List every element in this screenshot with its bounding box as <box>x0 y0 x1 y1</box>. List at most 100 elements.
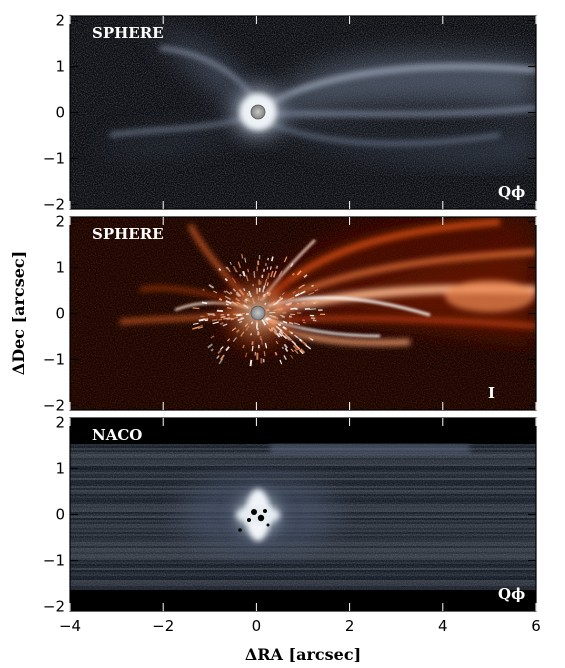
speckle <box>281 315 286 318</box>
speckle <box>290 331 294 335</box>
speckle <box>305 344 312 350</box>
speckle <box>246 292 250 297</box>
speckle <box>274 351 278 356</box>
speckle <box>201 301 208 305</box>
speckle <box>248 290 252 298</box>
panel-naco-qphi <box>70 418 536 611</box>
speckle <box>266 266 269 270</box>
speckle <box>231 301 239 306</box>
speckle <box>275 265 279 270</box>
speckle <box>237 317 245 322</box>
speckle <box>243 304 249 308</box>
speckle <box>295 345 301 350</box>
speckle <box>224 295 231 301</box>
speckle <box>270 326 274 331</box>
speckle <box>232 265 238 273</box>
speckle <box>299 350 304 355</box>
speckle <box>284 335 291 341</box>
speckle <box>247 268 249 273</box>
speckle <box>236 301 241 305</box>
speckle <box>210 348 214 352</box>
speckle <box>260 338 263 345</box>
speckle <box>303 321 306 324</box>
speckle <box>285 301 293 306</box>
panel-3-label: NACO <box>92 426 142 444</box>
speckle <box>293 322 300 326</box>
speckle <box>220 346 224 350</box>
speckle <box>229 261 232 265</box>
x-tick-label: 4 <box>438 617 448 635</box>
speckle <box>272 327 278 333</box>
speckle <box>225 290 231 295</box>
speckle <box>311 284 315 288</box>
speckle <box>270 270 274 278</box>
speckle <box>213 290 218 294</box>
speckle <box>270 256 274 262</box>
speckle <box>264 278 268 286</box>
speckle <box>210 335 215 339</box>
speckle <box>277 307 283 310</box>
speckle <box>265 308 270 312</box>
y-tick-label: 1 <box>55 460 65 478</box>
speckle <box>245 275 249 282</box>
speckle <box>309 308 316 310</box>
speckle <box>281 331 287 336</box>
speckle <box>275 325 282 331</box>
speckle <box>283 256 288 263</box>
speckle <box>278 296 282 299</box>
speckle <box>266 291 269 295</box>
speckle <box>251 297 256 305</box>
speckle <box>275 340 279 345</box>
speckle <box>285 334 288 337</box>
speckle <box>308 291 315 296</box>
speckle <box>299 348 306 354</box>
speckle <box>278 332 283 337</box>
speckle <box>231 327 237 332</box>
speckle <box>281 333 288 340</box>
speckle <box>235 297 241 302</box>
speckle <box>268 320 275 326</box>
speckle <box>192 307 200 310</box>
speckle <box>270 328 274 332</box>
speckle <box>286 303 292 307</box>
speckle <box>212 321 220 325</box>
speckle <box>302 284 306 287</box>
speckle <box>211 318 218 322</box>
speckle <box>226 317 233 321</box>
y-tick-label: 0 <box>55 506 65 524</box>
speckle <box>249 359 253 367</box>
speckle <box>219 322 224 325</box>
speckle <box>272 270 277 278</box>
speckle <box>204 319 209 322</box>
speckle <box>225 266 228 270</box>
y-tick-label: 1 <box>55 58 65 76</box>
speckle <box>197 326 203 329</box>
panel-sphere-i <box>70 217 536 410</box>
speckle <box>283 355 287 361</box>
speckle <box>292 345 299 351</box>
speckle <box>251 345 254 352</box>
y-tick-label: −2 <box>43 396 65 414</box>
y-tick-label: 2 <box>55 213 65 231</box>
speckle <box>242 344 245 349</box>
speckle <box>243 299 248 304</box>
speckle <box>240 316 244 319</box>
y-tick-label: 2 <box>55 414 65 432</box>
speckle <box>269 266 272 270</box>
speckle <box>279 329 283 332</box>
speckle <box>270 319 277 325</box>
speckle <box>273 330 278 336</box>
panel-sphere-qphi <box>70 16 536 209</box>
x-tick-label: 0 <box>252 617 262 635</box>
y-tick-label: −1 <box>43 551 65 569</box>
speckle <box>208 284 215 289</box>
speckle <box>312 319 317 322</box>
speckle <box>225 303 229 306</box>
speckle <box>220 315 226 319</box>
panel-1-label: SPHERE <box>92 24 164 42</box>
speckle <box>235 291 242 297</box>
speckle <box>217 349 222 355</box>
speckle <box>271 301 276 305</box>
x-tick-label: −2 <box>152 617 174 635</box>
speckle <box>296 270 302 276</box>
